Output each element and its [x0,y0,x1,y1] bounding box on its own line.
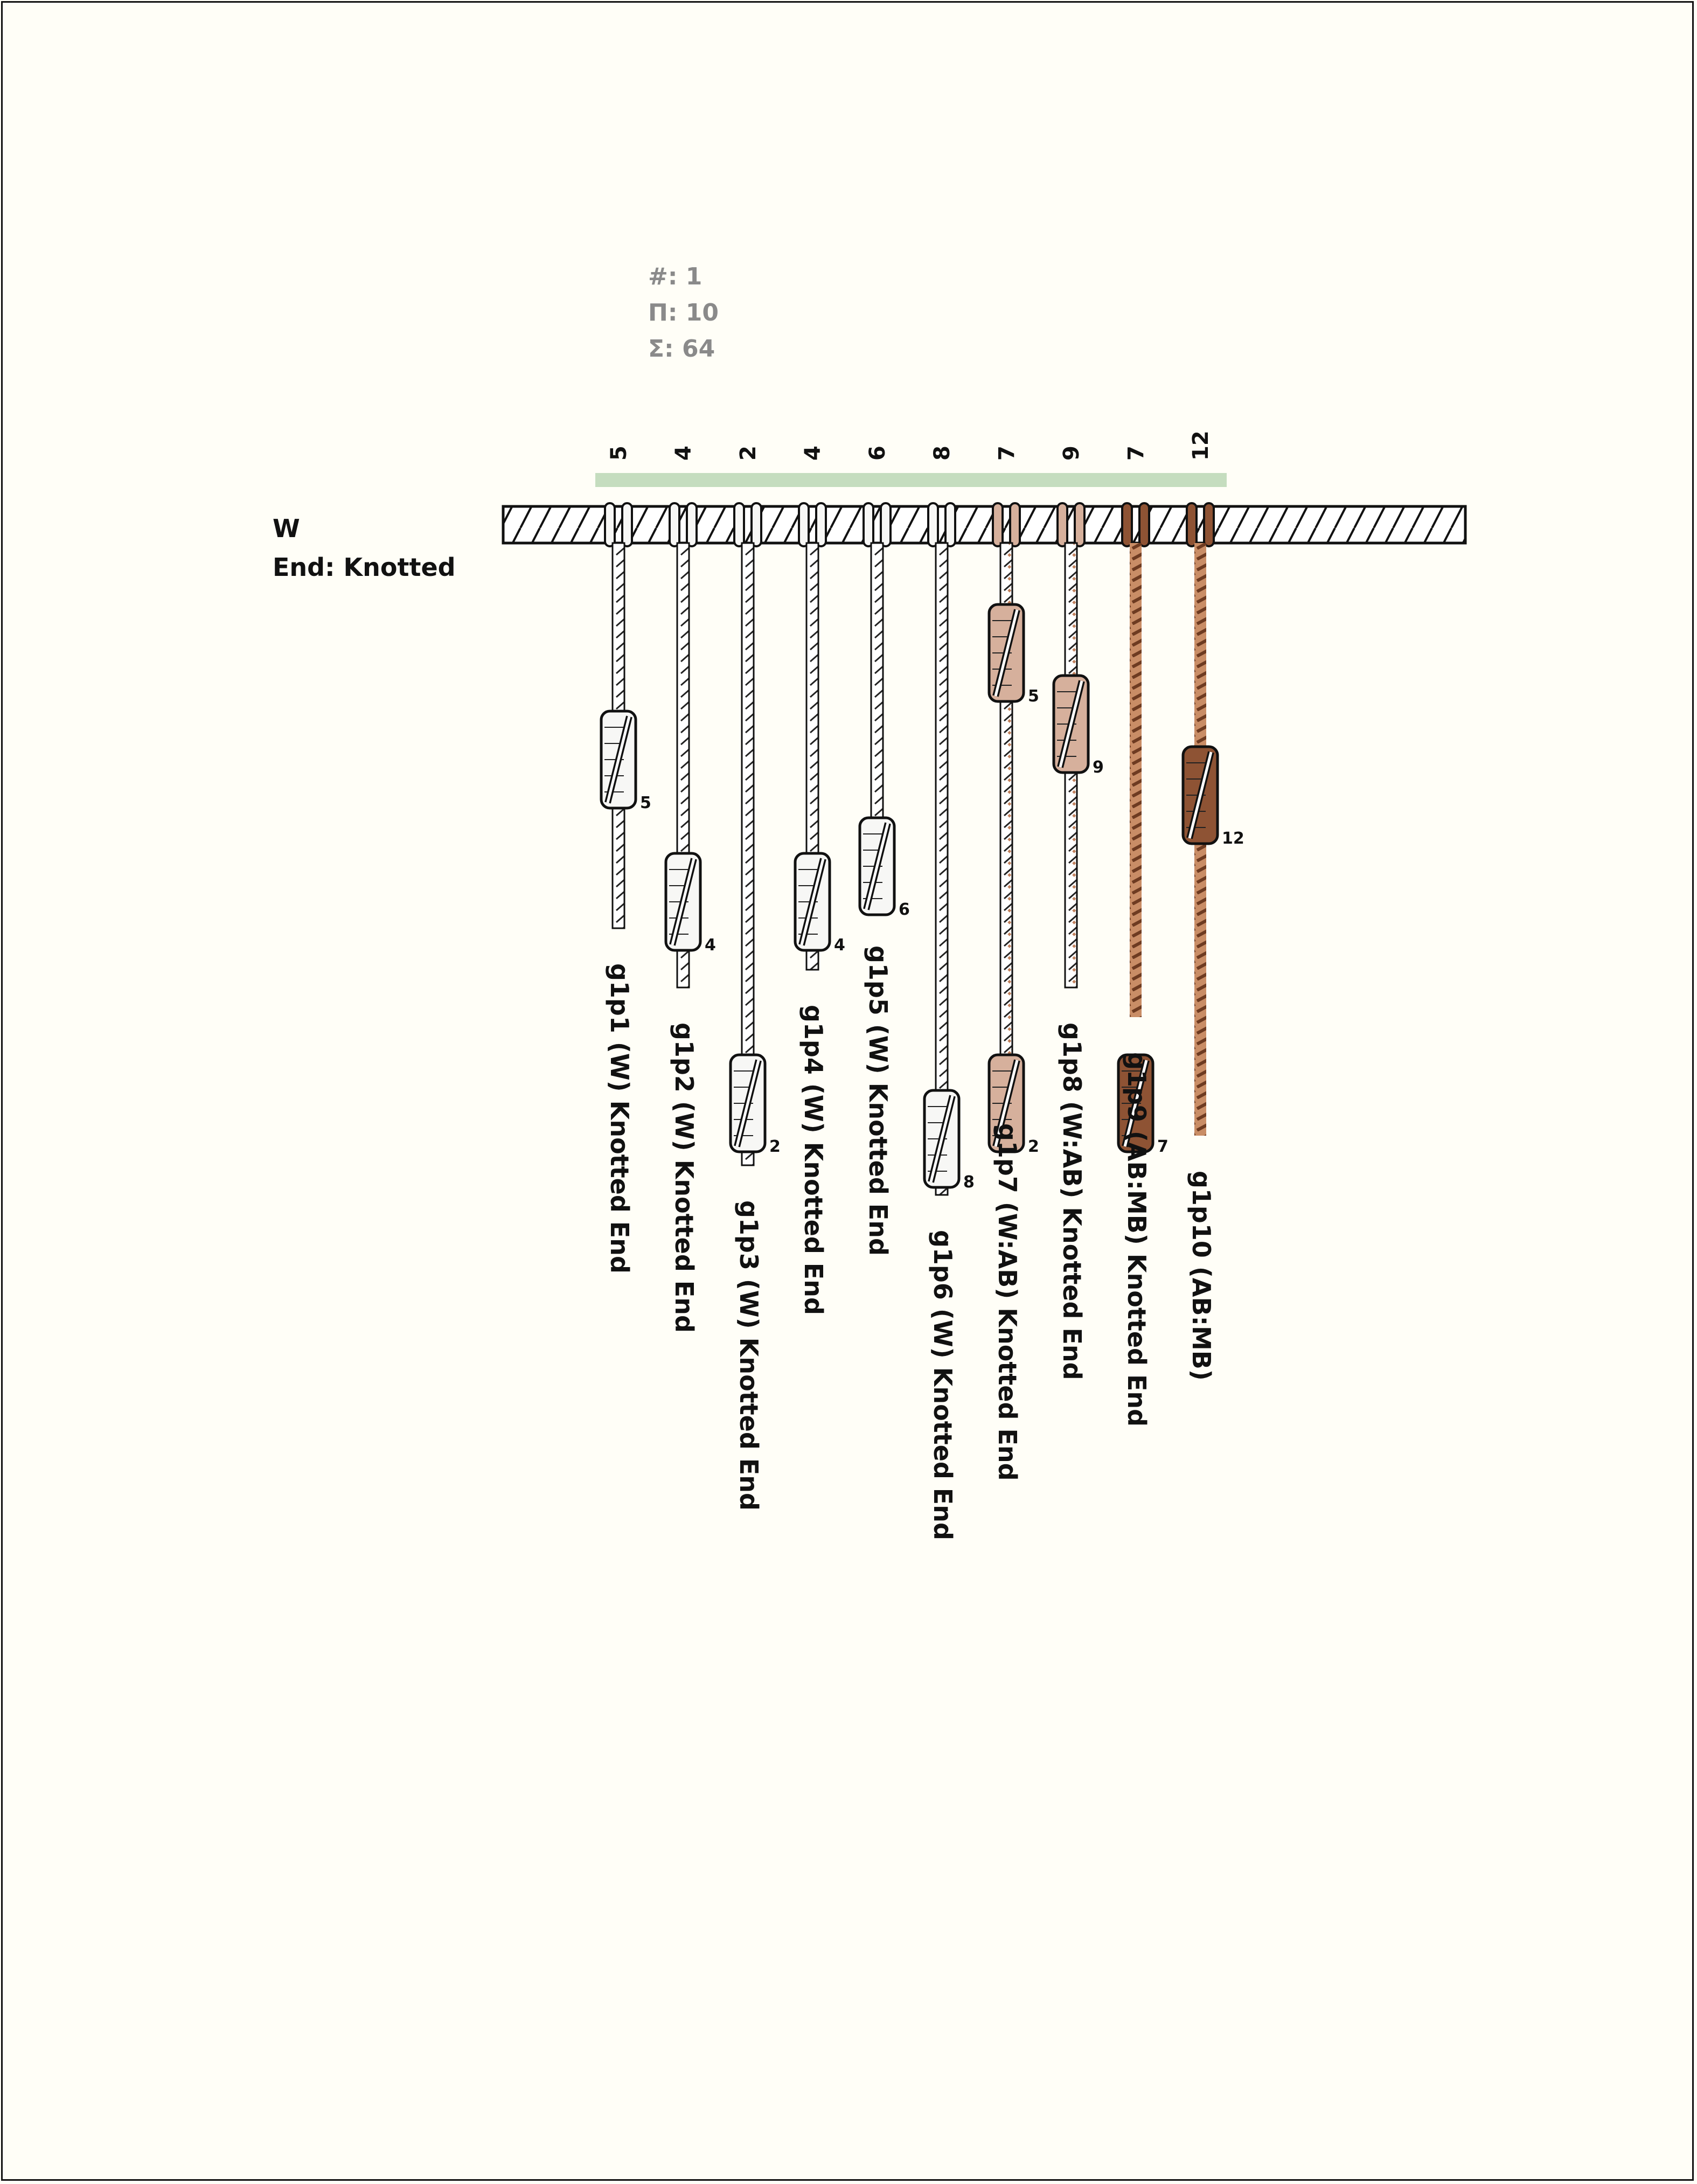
main-cord [502,505,1467,545]
attachment-loop [686,502,698,547]
knot-cluster: 5 [600,710,651,812]
stats-panel: #: 1 Π: 10 Σ: 64 [648,259,719,367]
attachment-loop [1074,502,1086,547]
attachment-loop [992,502,1004,547]
knot-cluster: 5 [987,603,1039,706]
knot-cluster: 12 [1181,745,1244,848]
pendant-g1p7: 7 5 2 g1p7 (W:AB) Knotted End [987,446,1039,1481]
pendant-label: g1p4 (W) Knotted End [799,1005,828,1315]
attachment-loop [750,502,762,547]
pendant-label: g1p3 (W) Knotted End [734,1200,763,1511]
knot-value-label: 5 [640,794,651,812]
knot-cluster: 9 [1052,674,1104,777]
pendant-label: g1p1 (W) Knotted End [605,963,634,1274]
attachment-loop [944,502,956,547]
knot-value-label: 4 [834,936,845,955]
pendant-label: g1p6 (W) Knotted End [928,1230,957,1540]
pendant-label: g1p8 (W:AB) Knotted End [1058,1023,1087,1380]
attachment-loop [1121,502,1133,547]
attachment-loop [1056,502,1068,547]
attachment-loop [863,502,874,547]
pendant-g1p4: 4 4 g1p4 (W) Knotted End [794,446,845,1315]
knot-strand-highlight [1188,752,1213,839]
pendant-count: #: 1 [648,263,703,290]
pendant-g1p3: 2 2 g1p3 (W) Knotted End [729,446,781,1511]
pendant-g1p1: 5 5 g1p1 (W) Knotted End [600,446,651,1274]
pendant-sum-label: 8 [930,446,955,461]
knot-cluster: 2 [729,1053,781,1156]
pendant-g1p6: 8 8 g1p6 (W) Knotted End [923,446,975,1540]
pendant-g1p8: 9 9 g1p8 (W:AB) Knotted End [1052,446,1104,1380]
knot-strand-highlight [994,609,1019,697]
pendant-sum-label: 4 [671,446,696,461]
attachment-loop [880,502,892,547]
pendant-label: g1p9 (AB:MB) Knotted End [1122,1052,1151,1427]
knot-strand-highlight [606,716,631,803]
attachment-loop [798,502,810,547]
knot-strand-highlight [929,1095,954,1183]
pendant-sum-label: 2 [736,446,761,461]
knot-strand-highlight [671,858,696,945]
group-bar [595,473,1227,487]
pendant-g1p9: 7 7 g1p9 (AB:MB) Knotted End [1117,446,1169,1427]
knot-value-label: 4 [705,936,716,955]
pendant-sum-label: 6 [865,446,890,461]
pendant-g1p5: 6 6 g1p5 (W) Knotted End [858,446,910,1256]
pendant-label: g1p7 (W:AB) Knotted End [993,1123,1022,1481]
knot-strand-highlight [1123,1060,1148,1147]
pendant-g1p10: 12 12 g1p10 (AB:MB) [1181,430,1244,1381]
pendant-sum-label: 7 [1124,446,1149,461]
knot-cluster: 7 [1117,1053,1169,1156]
pendant-sum-label: 9 [1059,446,1084,461]
pendant-cord [741,542,755,1166]
pendant-sum-label: 12 [1188,430,1213,461]
attachment-loop [927,502,939,547]
attachment-loop [1138,502,1150,547]
pendant-label: g1p10 (AB:MB) [1187,1171,1216,1381]
knot-value-label: 2 [1028,1137,1039,1156]
knot-cluster: 4 [794,852,845,955]
pendant-sum-label: 5 [607,446,631,461]
pendant-g1p2: 4 4 g1p2 (W) Knotted End [664,446,716,1333]
knot-cluster: 4 [664,852,716,955]
knot-value-label: 9 [1093,758,1104,777]
knot-cluster: 8 [923,1089,975,1192]
main-cord-end: End: Knotted [273,553,456,582]
knot-value-label: 2 [769,1137,781,1156]
pendant-sum-label: 4 [801,446,825,461]
knot-value-label: 8 [963,1173,975,1192]
attachment-loop [1186,502,1198,547]
knot-strand-highlight [994,1060,1019,1147]
knot-value-label: 5 [1028,687,1039,706]
attachment-loop [604,502,616,547]
knot-value-label: 12 [1222,829,1244,848]
knot-value-label: 7 [1157,1137,1169,1156]
knot-strand-highlight [1059,680,1083,768]
knot-strand-highlight [735,1060,760,1147]
pendant-sum-label: 7 [994,446,1019,461]
knot-cluster: 6 [858,816,910,919]
knot-strand-highlight [865,823,889,910]
pendant-cord [935,542,949,1196]
attachment-loop [621,502,633,547]
main-cord-label: W End: Knotted [273,509,456,587]
pendant-label: g1p2 (W) Knotted End [670,1023,699,1333]
knot-value-label: 6 [899,900,910,919]
attachment-loop [1009,502,1021,547]
attachment-loop [815,502,827,547]
pendant-sum: Σ: 64 [648,335,715,363]
attachment-loop [733,502,745,547]
pendant-cord [1130,543,1142,1017]
main-cord-color: W [273,514,300,543]
attachment-loop [669,502,680,547]
knot-strand-highlight [800,858,825,945]
pendant-label: g1p5 (W) Knotted End [864,945,893,1256]
pendant-product: Π: 10 [648,299,719,326]
knot-cluster: 2 [987,1053,1039,1156]
attachment-loop [1203,502,1215,547]
